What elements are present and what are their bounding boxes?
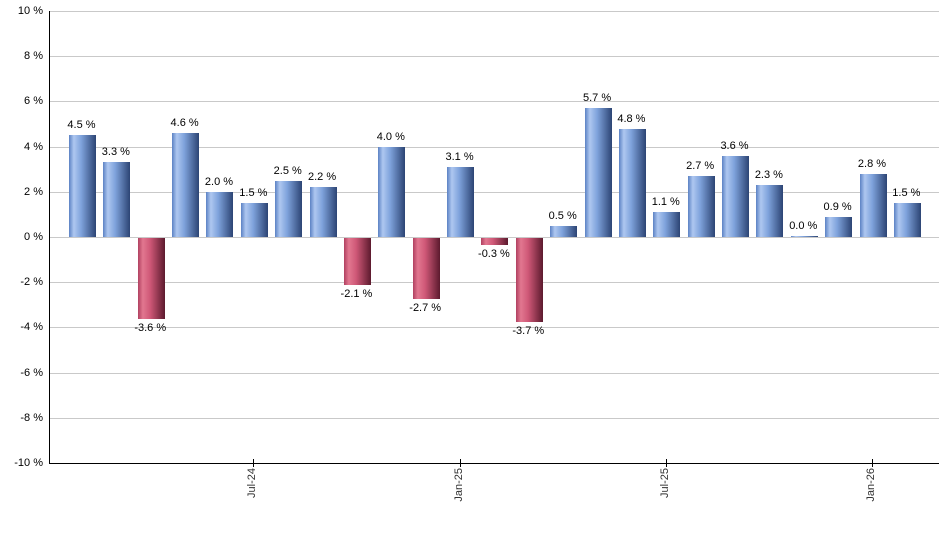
x-axis-tick-mark xyxy=(253,459,255,467)
gridline xyxy=(50,417,939,419)
bar-value-label: 4.6 % xyxy=(170,117,199,130)
bar-value-label: 3.1 % xyxy=(445,150,474,163)
bar-value-label: 0.9 % xyxy=(823,200,852,213)
bar xyxy=(172,133,200,237)
bar xyxy=(240,203,268,237)
bar-value-label: 2.2 % xyxy=(308,171,337,184)
bar xyxy=(69,135,96,237)
bar xyxy=(378,146,406,237)
bar-value-label: 1.1 % xyxy=(651,196,680,209)
gridline xyxy=(50,101,939,103)
y-axis-tick-label: -8 % xyxy=(20,411,43,424)
y-axis-tick-label: 2 % xyxy=(24,185,43,198)
y-axis-tick-label: 10 % xyxy=(17,5,43,17)
bar xyxy=(275,180,303,237)
bar xyxy=(893,203,921,237)
bar xyxy=(137,238,165,320)
bar xyxy=(584,108,612,237)
bar-value-label: 0.0 % xyxy=(789,219,818,232)
bar xyxy=(206,191,234,237)
gridline xyxy=(50,282,939,284)
bar xyxy=(481,238,509,245)
bar-value-label: 3.6 % xyxy=(720,139,749,152)
bar-value-label: 3.3 % xyxy=(101,146,130,159)
bar xyxy=(756,185,784,237)
gridline xyxy=(50,11,939,12)
bar xyxy=(687,175,715,237)
gridline xyxy=(50,146,939,148)
bar xyxy=(515,238,543,322)
gridline xyxy=(50,372,939,374)
y-axis-tick-label: 8 % xyxy=(24,50,43,63)
bar xyxy=(618,128,646,237)
gridline xyxy=(50,56,939,58)
y-axis-tick-label: 0 % xyxy=(24,231,43,243)
bar-value-label: 1.5 % xyxy=(892,187,921,200)
gridline xyxy=(50,191,939,193)
bar xyxy=(103,162,131,237)
bar-value-label: -2.7 % xyxy=(409,302,442,315)
y-axis-tick-label: -10 % xyxy=(14,457,43,469)
bar-value-label: -2.1 % xyxy=(340,288,373,301)
bar xyxy=(790,235,818,237)
bar-value-label: 4.8 % xyxy=(617,112,646,125)
bar xyxy=(309,187,337,237)
x-axis-tick-label: Jul-25 xyxy=(658,468,671,498)
bar xyxy=(653,212,681,237)
bar xyxy=(550,225,578,237)
x-axis-tick-mark xyxy=(665,459,667,467)
y-axis-tick-label: -4 % xyxy=(20,321,43,334)
y-axis-tick-label: -2 % xyxy=(20,276,43,289)
bar xyxy=(447,166,475,237)
plot-area xyxy=(49,11,939,464)
x-axis-tick-label: Jan-25 xyxy=(452,468,465,502)
bar-value-label: 4.0 % xyxy=(376,130,405,143)
bar-value-label: 0.5 % xyxy=(548,209,577,222)
bar-value-label: 5.7 % xyxy=(582,92,612,105)
x-axis-tick-mark xyxy=(459,459,461,467)
x-axis-tick-label: Jul-24 xyxy=(246,468,259,498)
bar xyxy=(412,238,440,300)
gridline xyxy=(50,327,939,329)
bar-value-label: 2.7 % xyxy=(686,159,715,172)
gridline xyxy=(50,237,939,238)
bar-value-label: 2.5 % xyxy=(273,164,302,177)
y-axis-tick-label: -6 % xyxy=(20,366,43,379)
bar-value-label: 2.8 % xyxy=(857,157,887,170)
x-axis-tick-mark xyxy=(872,459,873,467)
bar-value-label: 2.3 % xyxy=(754,169,783,182)
bar-value-label: 2.0 % xyxy=(204,175,234,188)
bar xyxy=(859,173,887,237)
bar-value-label: -0.3 % xyxy=(478,247,510,260)
bar xyxy=(722,155,750,237)
y-axis-tick-label: 6 % xyxy=(24,95,43,108)
bar xyxy=(343,238,371,286)
bar-value-label: 1.5 % xyxy=(239,187,268,200)
x-axis-tick-label: Jan-26 xyxy=(865,468,877,502)
bar-value-label: -3.6 % xyxy=(134,322,167,335)
bar xyxy=(825,216,853,237)
bar-value-label: -3.7 % xyxy=(512,324,545,337)
y-axis-tick-label: 4 % xyxy=(24,140,43,153)
bar-value-label: 4.5 % xyxy=(67,119,96,132)
